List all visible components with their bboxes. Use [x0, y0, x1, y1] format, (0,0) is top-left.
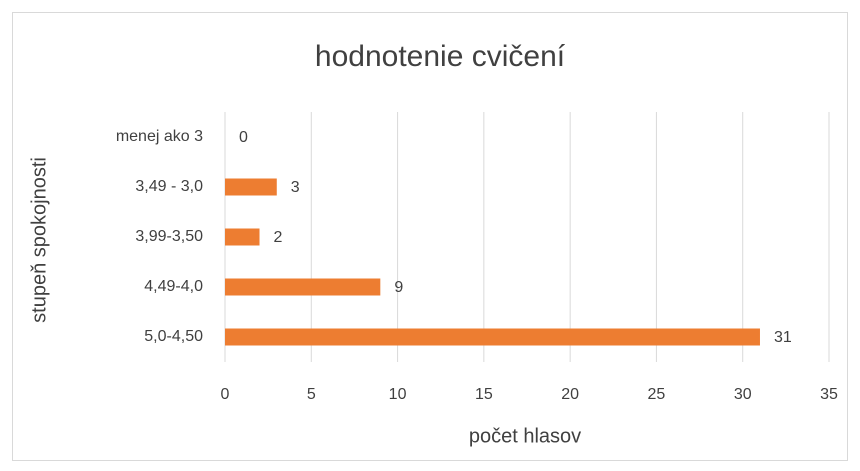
y-tick-label: menej ako 3 [116, 128, 203, 145]
data-label: 31 [774, 329, 792, 346]
bar [225, 228, 260, 246]
x-tick-label: 25 [648, 386, 666, 403]
y-tick-label: 3,99-3,50 [135, 228, 203, 245]
y-axis-label: stupeň spokojnosti [28, 157, 50, 323]
x-tick-label: 5 [307, 386, 316, 403]
bar [225, 278, 381, 296]
x-tick-label: 20 [561, 386, 579, 403]
y-tick-label: 4,49-4,0 [144, 278, 203, 295]
x-tick-label: 15 [475, 386, 493, 403]
x-tick-label: 35 [820, 386, 838, 403]
data-label: 2 [274, 229, 283, 246]
x-axis-label: počet hlasov [469, 425, 581, 447]
data-label: 0 [239, 129, 248, 146]
bar [225, 178, 277, 196]
chart-title: hodnotenie cvičení [315, 40, 566, 73]
y-tick-label: 3,49 - 3,0 [135, 178, 203, 195]
y-tick-label: 5,0-4,50 [144, 328, 203, 345]
x-tick-label: 0 [221, 386, 230, 403]
chart-frame [12, 12, 848, 461]
x-tick-label: 10 [389, 386, 407, 403]
data-label: 3 [291, 179, 300, 196]
bar [225, 328, 760, 346]
x-tick-label: 30 [734, 386, 752, 403]
data-label: 9 [394, 279, 403, 296]
